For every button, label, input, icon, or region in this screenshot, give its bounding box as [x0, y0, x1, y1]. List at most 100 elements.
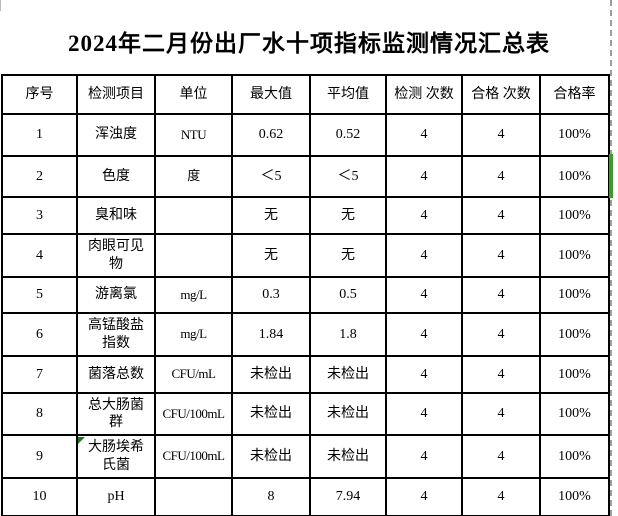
cell-index[interactable]: 1	[1, 113, 78, 157]
cell-test-count[interactable]: 4	[385, 434, 463, 479]
cell-max-value[interactable]: 无	[231, 233, 311, 278]
cell-pass-rate[interactable]: 100%	[539, 312, 610, 357]
title-area: 2024年二月份出厂水十项指标监测情况汇总表	[0, 0, 618, 74]
cell-item[interactable]: 总大肠菌 群	[76, 392, 156, 436]
cell-unit[interactable]	[154, 477, 233, 516]
cell-avg-value[interactable]: ＜5	[309, 155, 387, 198]
cell-pass-count[interactable]: 4	[461, 312, 541, 357]
cell-pass-count[interactable]: 4	[461, 434, 541, 479]
cell-test-count[interactable]: 4	[385, 477, 463, 516]
cell-avg-value[interactable]: 0.5	[309, 276, 387, 314]
cell-test-count[interactable]: 4	[385, 233, 463, 278]
cell-unit[interactable]: CFU/100mL	[154, 392, 233, 436]
cell-max-value[interactable]: 未检出	[231, 392, 311, 436]
cell-pass-count[interactable]: 4	[461, 276, 541, 314]
cell-index[interactable]: 3	[1, 196, 78, 235]
cell-item[interactable]: 浑浊度	[76, 113, 156, 157]
cell-index[interactable]: 5	[1, 276, 78, 314]
cell-index[interactable]: 6	[1, 312, 78, 357]
cell-avg-value[interactable]: 无	[309, 233, 387, 278]
cell-avg-value[interactable]: 0.52	[309, 113, 387, 157]
col-header-max-value[interactable]: 最大值	[231, 74, 311, 115]
col-header-index[interactable]: 序号	[1, 74, 78, 115]
cell-unit[interactable]: NTU	[154, 113, 233, 157]
cell-test-count[interactable]: 4	[385, 113, 463, 157]
cell-pass-count[interactable]: 4	[461, 233, 541, 278]
cell-pass-rate[interactable]: 100%	[539, 276, 610, 314]
col-header-pass-count[interactable]: 合格 次数	[461, 74, 541, 115]
cell-item[interactable]: pH	[76, 477, 156, 516]
cell-index[interactable]: 2	[1, 155, 78, 198]
page-break-line	[610, 0, 612, 516]
cell-pass-rate[interactable]: 100%	[539, 392, 610, 436]
cell-pass-count[interactable]: 4	[461, 477, 541, 516]
cell-avg-value[interactable]: 未检出	[309, 355, 387, 394]
cell-max-value[interactable]: 0.3	[231, 276, 311, 314]
cell-avg-value[interactable]: 1.8	[309, 312, 387, 357]
col-header-item[interactable]: 检测项目	[76, 74, 156, 115]
cell-item[interactable]: 臭和味	[76, 196, 156, 235]
col-header-test-count[interactable]: 检测 次数	[385, 74, 463, 115]
col-header-avg-value[interactable]: 平均值	[309, 74, 387, 115]
cell-unit[interactable]	[154, 196, 233, 235]
cell-unit[interactable]	[154, 233, 233, 278]
cell-avg-value[interactable]: 无	[309, 196, 387, 235]
cell-unit[interactable]: mg/L	[154, 276, 233, 314]
cell-max-value[interactable]: 未检出	[231, 434, 311, 479]
cell-test-count[interactable]: 4	[385, 276, 463, 314]
cell-max-value[interactable]: 未检出	[231, 355, 311, 394]
cell-pass-rate[interactable]: 100%	[539, 113, 610, 157]
cell-max-value[interactable]: 无	[231, 196, 311, 235]
table-body: 1 浑浊度 NTU 0.62 0.52 4 4 100% 2 色度度＜5 ＜5 4 4 100% 3 臭和味无…	[1, 113, 610, 516]
cell-max-value[interactable]: ＜5	[231, 155, 311, 198]
cell-item[interactable]: 色度	[76, 155, 156, 198]
cell-test-count[interactable]: 4	[385, 392, 463, 436]
cell-pass-count[interactable]: 4	[461, 155, 541, 198]
cell-index[interactable]: 7	[1, 355, 78, 394]
cell-index[interactable]: 9	[1, 434, 78, 479]
cell-item[interactable]: 大肠埃希 氏菌	[76, 434, 156, 479]
col-header-unit[interactable]: 单位	[154, 74, 233, 115]
header-row: 序号 检测项目 单位 最大值 平均值 检测 次数 合格 次数 合格率	[1, 74, 610, 115]
cell-item[interactable]: 肉眼可见 物	[76, 233, 156, 278]
cell-pass-rate[interactable]: 100%	[539, 355, 610, 394]
cell-item[interactable]: 游离氯	[76, 276, 156, 314]
cell-max-value[interactable]: 8	[231, 477, 311, 516]
cell-max-value[interactable]: 1.84	[231, 312, 311, 357]
cell-test-count[interactable]: 4	[385, 312, 463, 357]
table-row: 8 总大肠菌 群 CFU/100mL 未检出 未检出 4 4 100%	[1, 392, 610, 436]
cell-item[interactable]: 高锰酸盐 指数	[76, 312, 156, 357]
cell-avg-value[interactable]: 7.94	[309, 477, 387, 516]
window-edge-tick	[0, 0, 1, 11]
cell-item[interactable]: 菌落总数	[76, 355, 156, 394]
table-row: 5 游离氯 mg/L 0.3 0.5 4 4 100%	[1, 276, 610, 314]
water-quality-table: 序号 检测项目 单位 最大值 平均值 检测 次数 合格 次数 合格率 1 浑浊度 N…	[1, 74, 610, 516]
cell-unit[interactable]: CFU/mL	[154, 355, 233, 394]
cell-avg-value[interactable]: 未检出	[309, 434, 387, 479]
cell-unit[interactable]: mg/L	[154, 312, 233, 357]
table-row: 3 臭和味无无 4 4 100%	[1, 196, 610, 235]
table-row: 10 pH 8 7.94 4 4 100%	[1, 477, 610, 516]
cell-test-count[interactable]: 4	[385, 355, 463, 394]
cell-index[interactable]: 8	[1, 392, 78, 436]
col-header-pass-rate[interactable]: 合格率	[539, 74, 610, 115]
cell-index[interactable]: 10	[1, 477, 78, 516]
cell-index[interactable]: 4	[1, 233, 78, 278]
cell-test-count[interactable]: 4	[385, 196, 463, 235]
cell-test-count[interactable]: 4	[385, 155, 463, 198]
cell-pass-rate[interactable]: 100%	[539, 233, 610, 278]
cell-pass-rate[interactable]: 100%	[539, 434, 610, 479]
cell-max-value[interactable]: 0.62	[231, 113, 311, 157]
cell-unit[interactable]: CFU/100mL	[154, 434, 233, 479]
cell-pass-count[interactable]: 4	[461, 392, 541, 436]
table-row: 7 菌落总数 CFU/mL 未检出 未检出 4 4 100%	[1, 355, 610, 394]
cell-avg-value[interactable]: 未检出	[309, 392, 387, 436]
cell-unit[interactable]: 度	[154, 155, 233, 198]
cell-pass-count[interactable]: 4	[461, 196, 541, 235]
cell-pass-count[interactable]: 4	[461, 113, 541, 157]
cell-pass-count[interactable]: 4	[461, 355, 541, 394]
cell-pass-rate[interactable]: 100%	[539, 477, 610, 516]
cell-pass-rate[interactable]: 100%	[539, 155, 610, 198]
cell-pass-rate[interactable]: 100%	[539, 196, 610, 235]
